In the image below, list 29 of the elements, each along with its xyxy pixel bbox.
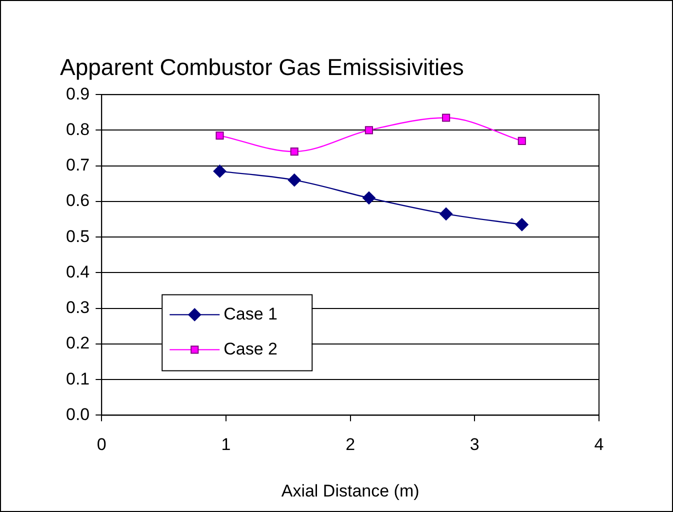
point <box>440 207 453 220</box>
point <box>364 126 374 134</box>
y-tick-label: 0.4 <box>66 262 90 282</box>
y-tick-label: 0.9 <box>66 84 90 104</box>
y-tick-label: 0.6 <box>66 191 90 210</box>
point <box>442 114 450 122</box>
y-tick-label: 0.7 <box>66 156 90 175</box>
x-tick-label: 0 <box>96 435 106 454</box>
chart-title: Apparent Combustor Gas Emissisivities <box>60 54 464 80</box>
point <box>290 148 298 156</box>
x-tick-label: 1 <box>221 435 231 454</box>
point <box>362 191 376 204</box>
point <box>288 174 301 187</box>
y-tick-label: 0.8 <box>66 120 90 139</box>
y-tick-label: 0.5 <box>66 226 90 246</box>
y-tick-label: 0.1 <box>66 369 90 388</box>
point <box>216 132 224 140</box>
x-axis-title: Axial Distance (m) <box>281 481 420 500</box>
x-tick-label: 2 <box>346 435 356 454</box>
legend-label: Case 2 <box>224 339 278 358</box>
legend-label: Case 1 <box>224 304 278 324</box>
y-tick-label: 0.0 <box>66 404 90 424</box>
point <box>518 136 526 145</box>
point <box>515 218 528 232</box>
x-tick-label: 4 <box>594 435 604 454</box>
x-tick-label: 3 <box>470 435 480 454</box>
point <box>213 164 226 178</box>
y-tick-label: 0.3 <box>66 298 90 318</box>
y-tick-label: 0.2 <box>66 334 90 353</box>
